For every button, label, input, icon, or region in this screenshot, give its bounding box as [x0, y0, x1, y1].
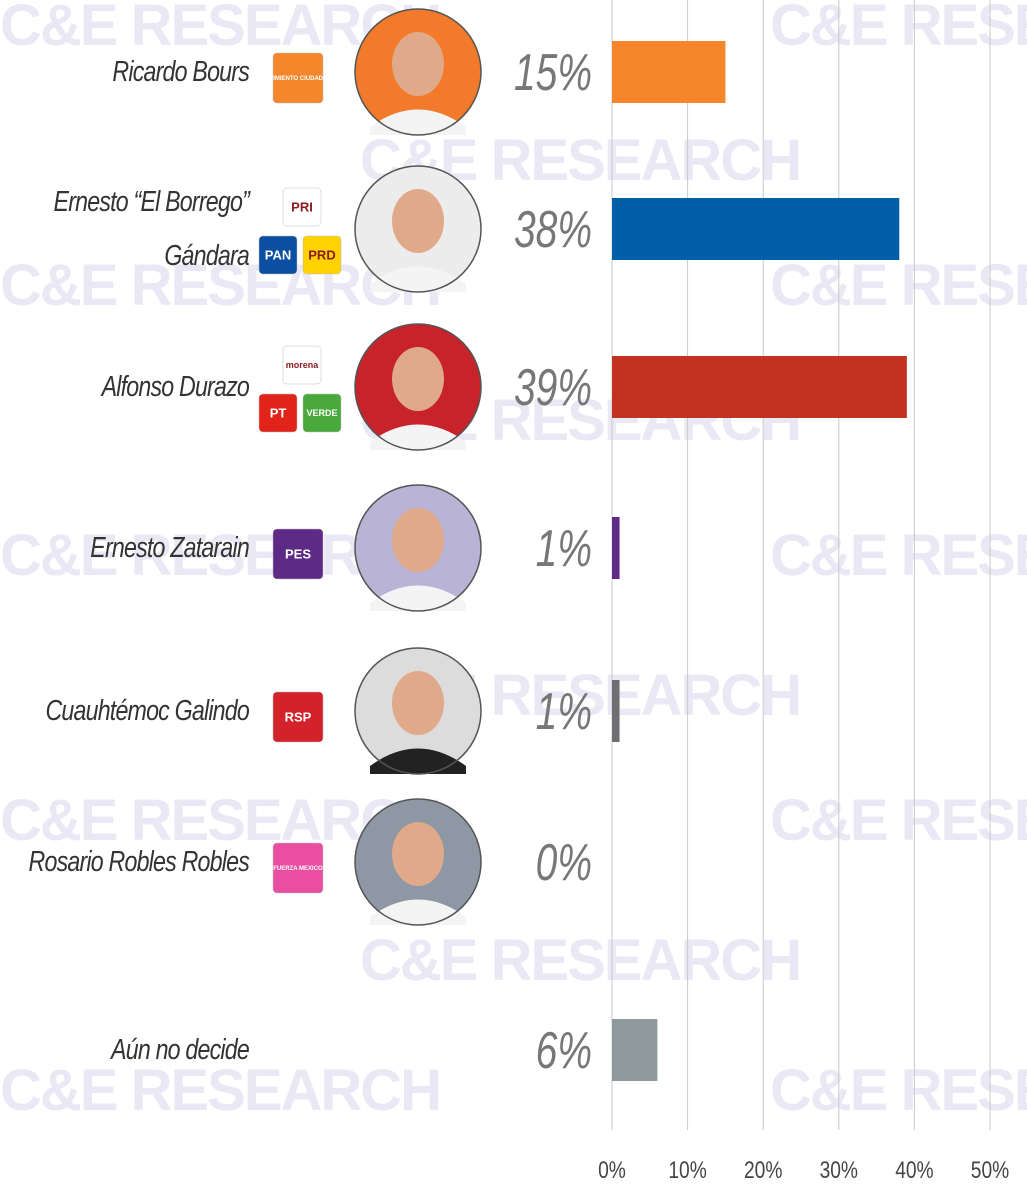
photo-ring [354, 8, 482, 136]
party-logo [258, 235, 298, 275]
bar [612, 1019, 658, 1081]
party-logo [302, 235, 342, 275]
candidate-photo [354, 798, 482, 926]
party-logo-text: PRI [291, 199, 313, 214]
candidate-photo [354, 484, 482, 612]
party-logo-text: PES [285, 546, 311, 561]
watermark: C&E RESEARCH [0, 1058, 440, 1123]
x-tick-label: 0% [598, 1156, 626, 1184]
photo-ring [354, 165, 482, 293]
photo-body [370, 748, 466, 774]
party-logo [272, 52, 324, 104]
watermark: C&E RESEARCH [770, 523, 1027, 588]
photo-face [392, 671, 444, 735]
value-label: 15% [514, 42, 592, 101]
photo-body [370, 899, 466, 925]
category-label: Rosario Robles Robles [28, 846, 250, 878]
x-tick-label: 50% [971, 1156, 1009, 1184]
value-label: 39% [514, 357, 592, 416]
photo-body [370, 109, 466, 135]
party-logo [272, 691, 324, 743]
bar [612, 680, 620, 742]
category-label: Alfonso Durazo [101, 371, 250, 403]
watermark: C&E RESEARCH [770, 253, 1027, 318]
value-label: 1% [536, 518, 592, 577]
party-logo-text: PAN [265, 247, 291, 262]
watermark: C&E RESEARCH [360, 928, 800, 993]
party-logo-text: MOVIMIENTO CIUDADANO [260, 76, 337, 82]
photo-face [392, 32, 444, 96]
x-tick-label: 30% [820, 1156, 858, 1184]
bar [612, 198, 900, 260]
bar [612, 356, 907, 418]
party-logo-text: VERDE [306, 408, 337, 418]
photo-face [392, 347, 444, 411]
category-label: Ricardo Bours [112, 56, 250, 88]
party-logo [272, 528, 324, 580]
watermark: C&E RESEARCH [770, 1058, 1027, 1123]
party-logo [272, 842, 324, 894]
photo-body [370, 585, 466, 611]
party-logo-text: PT [270, 405, 287, 420]
party-logo-text: PRD [308, 247, 335, 262]
photo-ring [354, 647, 482, 775]
party-logo [282, 187, 322, 227]
party-logo [282, 345, 322, 385]
x-tick-label: 20% [744, 1156, 782, 1184]
photo-face [392, 822, 444, 886]
party-logo-text: RSP [285, 709, 312, 724]
x-tick-label: 10% [668, 1156, 706, 1184]
value-label: 1% [536, 681, 592, 740]
candidate-photo [354, 647, 482, 775]
candidate-photo [354, 165, 482, 293]
party-logo-text: FUERZA MEXICO [273, 866, 323, 872]
bar [612, 517, 620, 579]
category-label: Ernesto “El Borrego” Gándara [53, 186, 250, 272]
value-label: 6% [536, 1020, 592, 1079]
candidate-photo [354, 323, 482, 451]
photo-ring [354, 323, 482, 451]
watermark: C&E RESEARCH [770, 0, 1027, 58]
category-label: Cuauhtémoc Galindo [45, 695, 249, 727]
category-label: Aún no decide [111, 1034, 250, 1066]
x-tick-label: 40% [895, 1156, 933, 1184]
value-label: 0% [536, 832, 592, 891]
party-logo-text: morena [286, 360, 320, 370]
photo-face [392, 508, 444, 572]
value-label: 38% [514, 199, 592, 258]
watermark: C&E RESEARCH [770, 788, 1027, 853]
candidate-photo [354, 8, 482, 136]
photo-ring [354, 484, 482, 612]
photo-face [392, 189, 444, 253]
photo-ring [354, 798, 482, 926]
party-logo [258, 393, 298, 433]
photo-body [370, 424, 466, 450]
category-label: Ernesto Zatarain [90, 532, 250, 564]
bar [612, 41, 726, 103]
photo-body [370, 266, 466, 292]
party-logo [302, 393, 342, 433]
